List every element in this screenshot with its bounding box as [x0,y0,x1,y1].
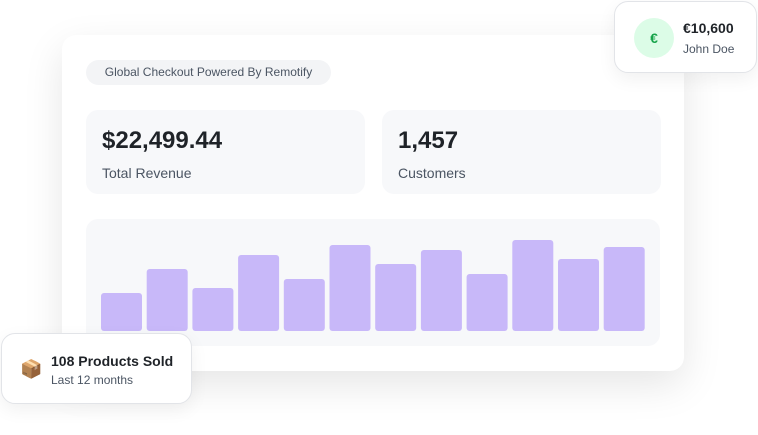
chart [101,240,645,331]
stat-label: Customers [398,165,466,181]
bar [192,288,234,331]
currency-icon: € [634,18,674,58]
products-card: 📦 108 Products Sold Last 12 months [1,333,192,404]
stat-value: 1,457 [398,127,459,154]
bar [558,259,599,331]
payment-card: € €10,600 John Doe [614,1,757,73]
chart-panel [86,219,660,346]
bar [512,240,554,331]
payment-amount: €10,600 [683,20,734,36]
bar [329,245,371,331]
bar [466,274,508,331]
bar [101,293,142,331]
payer-name: John Doe [683,42,735,56]
stat-value: $22,499.44 [102,127,223,154]
stat-label: Total Revenue [102,165,192,181]
bar [283,279,325,331]
bar [603,247,645,331]
badge: Global Checkout Powered By Remotify [86,60,331,85]
products-title: 108 Products Sold [51,353,174,369]
bar [146,269,188,331]
package-icon: 📦 [20,359,43,379]
stat-card: 1,457 Customers [382,110,661,194]
bar [420,250,462,331]
stat-card: $22,499.44 Total Revenue [86,110,365,194]
bar [238,255,280,331]
bar [375,264,417,331]
products-subtitle: Last 12 months [51,373,134,387]
